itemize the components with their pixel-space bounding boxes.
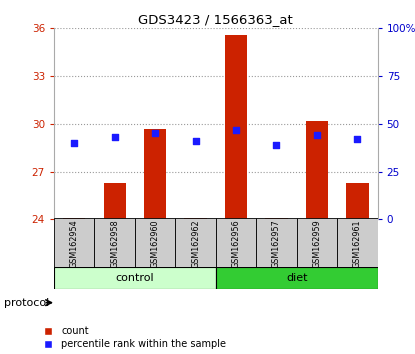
Bar (63, 218, 85, 219)
Point (273, 142, 280, 148)
Point (233, 127, 239, 132)
Bar (103, 183, 126, 219)
Point (192, 138, 199, 144)
Text: control: control (115, 273, 154, 283)
Text: GSM162959: GSM162959 (312, 219, 322, 268)
Text: GSM162958: GSM162958 (110, 219, 119, 268)
Bar (95, 218, 135, 269)
Bar (306, 121, 328, 219)
Point (354, 136, 361, 142)
Bar (346, 183, 369, 219)
Text: GSM162961: GSM162961 (353, 219, 362, 268)
Bar (54, 218, 95, 269)
Bar (54, 267, 216, 289)
Bar (135, 218, 176, 269)
Bar (297, 218, 337, 269)
Legend: count, percentile rank within the sample: count, percentile rank within the sample (38, 326, 227, 349)
Text: protocol: protocol (4, 298, 49, 308)
Text: diet: diet (286, 273, 308, 283)
Bar (176, 218, 216, 269)
Text: GSM162954: GSM162954 (70, 219, 79, 268)
Bar (216, 267, 378, 289)
Text: GSM162962: GSM162962 (191, 219, 200, 268)
Bar (184, 218, 207, 219)
Bar (216, 218, 256, 269)
Title: GDS3423 / 1566363_at: GDS3423 / 1566363_at (139, 13, 293, 26)
Text: GSM162960: GSM162960 (151, 219, 160, 268)
Bar (337, 218, 378, 269)
Bar (144, 129, 166, 219)
Point (314, 132, 320, 138)
Point (111, 135, 118, 140)
Text: GSM162956: GSM162956 (232, 219, 241, 268)
Text: GSM162957: GSM162957 (272, 219, 281, 268)
Bar (256, 218, 297, 269)
Bar (265, 218, 288, 219)
Point (152, 131, 159, 136)
Point (71, 140, 78, 146)
Bar (225, 35, 247, 219)
